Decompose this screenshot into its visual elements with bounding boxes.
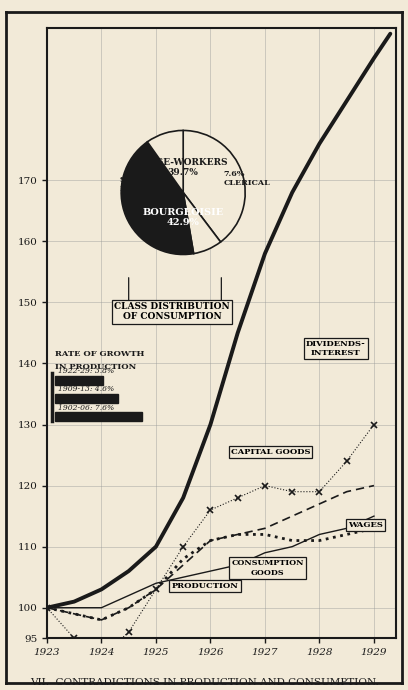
Text: 1909-13: 4.6%: 1909-13: 4.6% [58,386,114,393]
Wedge shape [183,130,245,242]
Bar [55,394,118,403]
Bar [55,375,103,385]
Text: CAPITAL GOODS: CAPITAL GOODS [231,448,310,456]
Text: WAGE-WORKERS
39.7%: WAGE-WORKERS 39.7% [139,158,227,177]
Text: PRODUCTION: PRODUCTION [171,582,238,591]
Text: WAGES: WAGES [348,521,383,529]
Text: 9.8%
FARMERS: 9.8% FARMERS [119,176,164,193]
Text: CLASS DISTRIBUTION
OF CONSUMPTION: CLASS DISTRIBUTION OF CONSUMPTION [114,302,230,322]
Wedge shape [183,193,221,254]
Text: DIVIDENDS-
INTEREST: DIVIDENDS- INTEREST [306,339,366,357]
Text: IN PRODUCTION: IN PRODUCTION [55,362,136,371]
Bar [55,413,142,422]
Text: CONSUMPTION
GOODS: CONSUMPTION GOODS [231,560,304,577]
Wedge shape [147,130,183,193]
Wedge shape [121,142,194,255]
Text: RATE OF GROWTH: RATE OF GROWTH [55,351,144,358]
Text: 1922-29: 3.8%: 1922-29: 3.8% [58,367,114,375]
Text: 1902-06: 7.6%: 1902-06: 7.6% [58,404,114,412]
Text: VII.  CONTRADICTIONS IN PRODUCTION AND CONSUMPTION.: VII. CONTRADICTIONS IN PRODUCTION AND CO… [30,678,378,687]
Text: 7.6%
CLERICAL: 7.6% CLERICAL [224,170,271,187]
Text: BOURGEOISIE
42.9%: BOURGEOISIE 42.9% [142,208,224,227]
